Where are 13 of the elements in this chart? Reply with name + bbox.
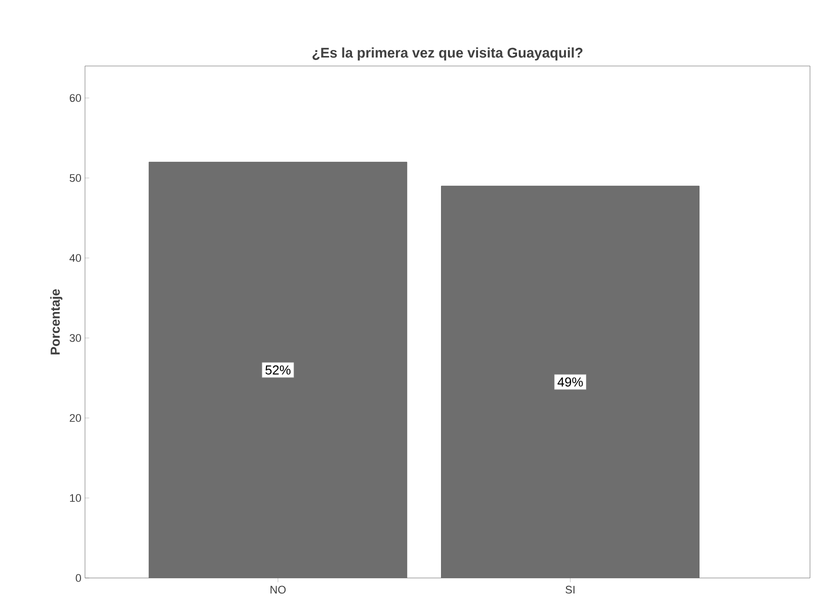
data-label: 49% xyxy=(558,377,583,387)
y-axis-title: Porcentaje xyxy=(50,289,62,354)
y-tick-label: 30 xyxy=(70,334,82,342)
y-tick-label: 0 xyxy=(76,574,82,582)
y-tick-label: 20 xyxy=(70,414,82,422)
x-tick-label: SI xyxy=(566,586,574,594)
y-tick-label: 10 xyxy=(70,494,82,502)
y-tick-label: 50 xyxy=(70,174,82,182)
data-label: 52% xyxy=(265,365,290,375)
y-tick-label: 60 xyxy=(70,94,82,102)
y-tick-label: 40 xyxy=(69,254,82,262)
x-tick-label: NO xyxy=(270,586,286,594)
chart-title: ¿Es la primera vez que visita Guayaquil? xyxy=(312,47,582,60)
